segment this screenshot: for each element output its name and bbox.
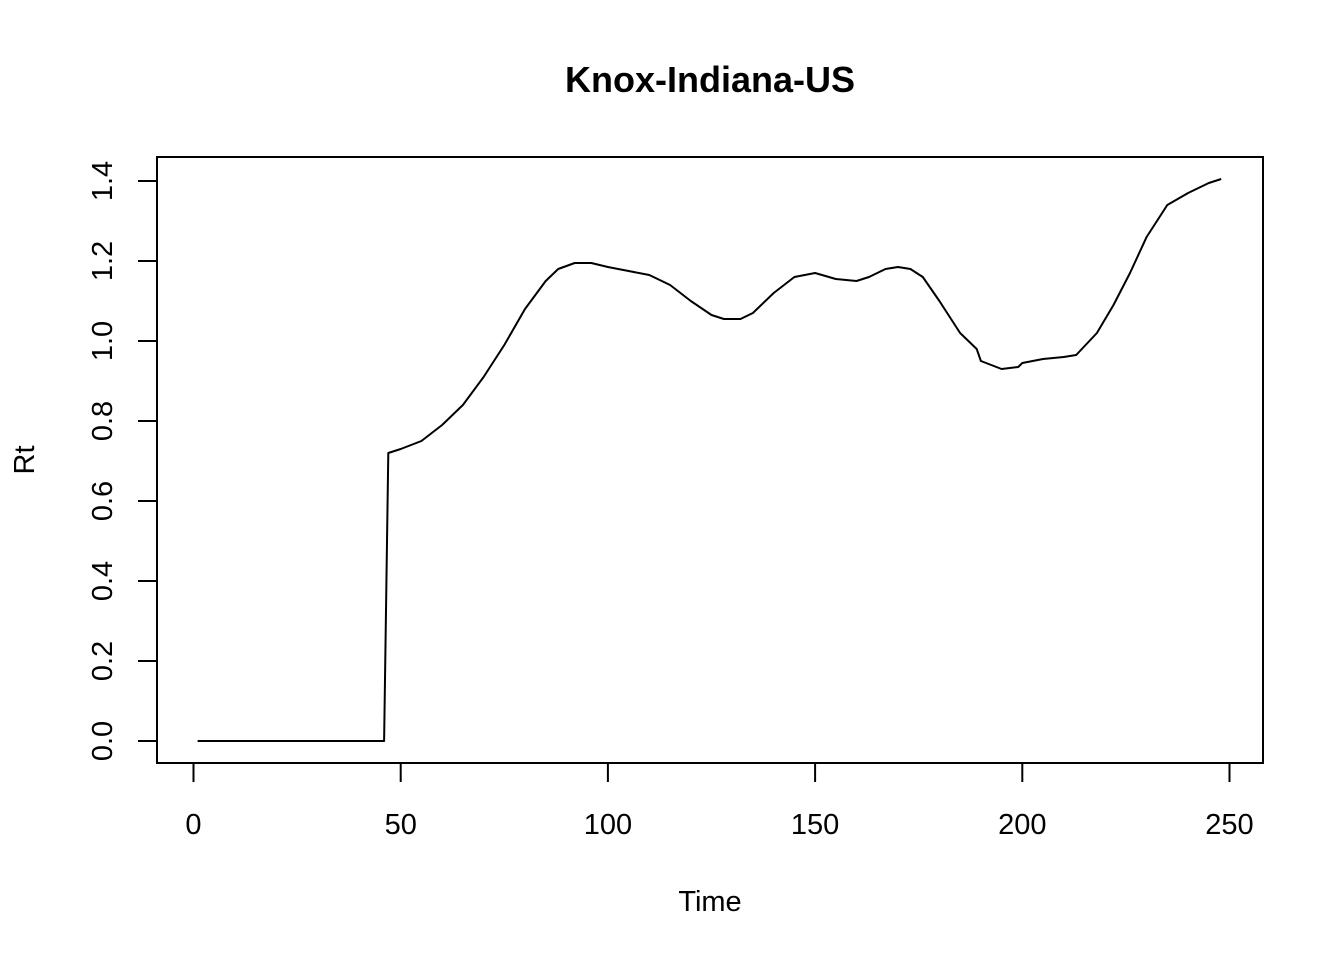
x-tick-label: 50	[385, 809, 417, 841]
x-tick-label: 150	[791, 809, 839, 841]
series-line	[197, 178, 1222, 742]
y-tick-label: 0.2	[87, 641, 119, 681]
x-axis: 0 50 100 150 200 250	[185, 762, 1254, 841]
y-tick-label: 0.0	[87, 721, 119, 761]
y-tick-label: 0.6	[87, 481, 119, 521]
x-tick-label: 250	[1205, 809, 1253, 841]
x-tick-label: 200	[998, 809, 1046, 841]
y-tick-label: 0.8	[87, 401, 119, 441]
y-tick-label: 1.0	[87, 321, 119, 361]
y-tick-label: 1.2	[87, 241, 119, 281]
y-tick-label: 1.4	[87, 161, 119, 201]
y-axis-label: Rt	[9, 446, 41, 475]
y-tick-label: 0.4	[87, 561, 119, 601]
chart-title: Knox-Indiana-US	[565, 59, 855, 100]
y-axis: 0.0 0.2 0.4 0.6 0.8 1.0 1.2 1.4	[87, 161, 158, 761]
x-tick-label: 100	[584, 809, 632, 841]
plot-frame	[156, 156, 1264, 764]
x-axis-label: Time	[678, 886, 741, 918]
series-layer	[197, 178, 1222, 742]
x-tick-label: 0	[185, 809, 201, 841]
